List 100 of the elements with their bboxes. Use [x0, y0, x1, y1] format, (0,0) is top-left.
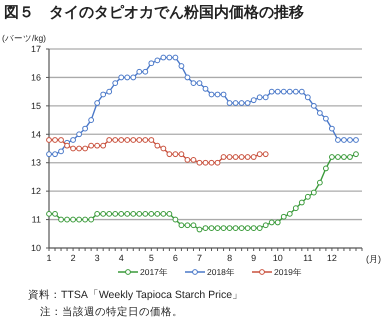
point: [250, 97, 257, 104]
point: [130, 137, 136, 143]
text: 資料：TTSA「Weekly Tapioca Starch Price」: [28, 288, 244, 301]
x-tick-label: 1: [46, 253, 52, 263]
point: [304, 194, 311, 200]
point: [250, 225, 257, 231]
point: [244, 154, 251, 160]
point: [70, 137, 76, 143]
point: [106, 137, 112, 143]
point: [256, 151, 263, 158]
x-tick-label: 11: [303, 253, 312, 263]
point: [316, 110, 323, 116]
point: [52, 210, 58, 217]
point: [112, 210, 118, 217]
point: [112, 80, 118, 86]
point: [208, 92, 214, 98]
legend-label: 2018年: [207, 267, 235, 277]
point: [238, 225, 245, 231]
x-tick-label: 2: [70, 253, 76, 263]
point: [94, 210, 100, 217]
point: [196, 80, 202, 86]
point: [262, 94, 269, 100]
point: [292, 88, 299, 95]
point: [250, 154, 257, 160]
point: [178, 63, 184, 69]
point: [124, 210, 130, 217]
y-tick-label: 10: [30, 243, 41, 253]
point: [166, 151, 172, 158]
point: [76, 216, 82, 222]
point: [88, 117, 94, 123]
point: [353, 137, 359, 143]
point: [322, 166, 329, 172]
point: [100, 210, 106, 217]
point: [335, 154, 341, 160]
point: [190, 156, 196, 163]
point: [178, 151, 184, 158]
y-tick-label: 16: [30, 72, 41, 82]
point: [130, 210, 136, 217]
point: [353, 151, 359, 158]
point: [214, 92, 220, 98]
point: [220, 154, 226, 160]
point: [184, 156, 190, 163]
point: [196, 226, 202, 232]
point: [238, 100, 245, 106]
point: [292, 205, 299, 212]
y-tick-label: 12: [30, 186, 41, 196]
point: [118, 137, 124, 143]
point: [298, 88, 305, 95]
point: [130, 74, 136, 80]
point: [335, 137, 341, 143]
point: [202, 225, 208, 231]
point: [100, 92, 106, 98]
point: [322, 116, 329, 122]
x-tick-label: 8: [227, 253, 232, 263]
point: [142, 137, 148, 143]
point: [280, 88, 287, 95]
point: [172, 151, 178, 158]
point: [88, 216, 94, 222]
point: [160, 54, 166, 60]
point: [190, 80, 196, 86]
point: [316, 180, 323, 186]
point: [202, 86, 208, 92]
point: [256, 94, 263, 100]
point: [256, 225, 263, 231]
point: [208, 160, 214, 166]
point: [274, 220, 281, 226]
point: [226, 100, 232, 106]
point: [329, 154, 335, 160]
point: [208, 225, 214, 231]
point: [46, 210, 52, 217]
point: [46, 151, 52, 158]
x-tick-label: 9: [251, 253, 256, 263]
y-tick-label: 14: [30, 129, 41, 140]
point: [160, 146, 166, 152]
point: [214, 160, 220, 166]
point: [64, 216, 70, 222]
point: [202, 160, 208, 166]
point: [142, 68, 148, 75]
point: [46, 137, 52, 143]
point: [341, 137, 347, 143]
point: [232, 225, 238, 231]
point: [220, 92, 226, 98]
x-tick-label: 5: [148, 253, 154, 263]
point: [196, 160, 202, 166]
point: [76, 131, 82, 138]
point: [232, 100, 238, 106]
point: [94, 100, 100, 106]
point: [166, 210, 172, 217]
point: [178, 222, 184, 228]
point: [232, 154, 238, 160]
point: [124, 137, 130, 143]
x-tick-label: 10: [272, 253, 283, 263]
point: [286, 210, 293, 217]
point: [136, 210, 142, 217]
x-tick-label: 4: [118, 253, 124, 263]
point: [82, 146, 88, 152]
x-tick-label: 6: [172, 253, 178, 263]
point: [106, 88, 112, 95]
point: [329, 126, 335, 132]
point: [124, 74, 130, 80]
